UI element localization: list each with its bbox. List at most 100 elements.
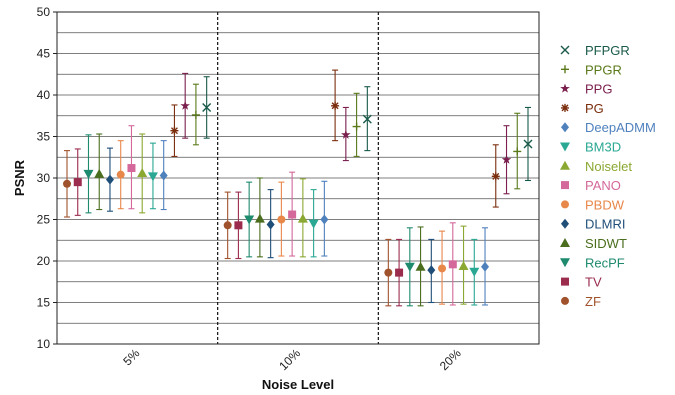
- series-recpf: [83, 134, 415, 307]
- legend-label: SIDWT: [585, 236, 627, 251]
- legend-item: PFPGR: [560, 43, 630, 58]
- grid-lines: [57, 11, 539, 345]
- data-point: [277, 215, 286, 224]
- data-point: [469, 267, 480, 277]
- data-point: [254, 213, 265, 223]
- y-tick-label: 35: [37, 130, 51, 144]
- series-deepadmm: [159, 140, 490, 306]
- data-point: [137, 168, 148, 178]
- legend-marker: [560, 238, 570, 247]
- legend-marker: [560, 83, 570, 93]
- data-point: [83, 169, 94, 179]
- legend-item: SIDWT: [560, 236, 627, 251]
- legend-label: DeepADMM: [585, 120, 656, 135]
- data-point: [362, 114, 372, 124]
- legend-marker: [560, 142, 570, 152]
- legend-item: BM3D: [560, 140, 621, 155]
- data-point: [159, 170, 168, 181]
- x-tick-label: 20%: [437, 346, 464, 373]
- data-point: [244, 215, 255, 225]
- x-axis-title: Noise Level: [262, 377, 334, 392]
- legend-label: BM3D: [585, 140, 621, 155]
- y-axis-ticks: 10 15 20 25 30 35 40 45 50: [37, 5, 57, 351]
- data-point: [147, 172, 158, 182]
- legend-label: ZF: [585, 294, 601, 309]
- y-tick-label: 50: [37, 5, 51, 19]
- data-point: [127, 164, 136, 173]
- data-point: [415, 261, 426, 271]
- data-marks: [63, 69, 533, 307]
- legend-item: RecPF: [560, 255, 625, 270]
- y-tick-label: 20: [37, 254, 51, 268]
- x-tick-label: 10%: [276, 346, 303, 373]
- y-tick-label: 40: [37, 88, 51, 102]
- data-point: [288, 210, 297, 219]
- series-zf: [63, 150, 393, 307]
- legend-label: PG: [585, 101, 604, 116]
- data-point: [191, 110, 200, 119]
- legend-item: Noiselet: [560, 159, 632, 174]
- legend-marker: [561, 218, 569, 229]
- legend-item: DLMRI: [561, 217, 625, 232]
- legend-marker: [560, 258, 570, 268]
- legend-marker: [561, 181, 569, 190]
- data-point: [180, 100, 190, 110]
- legend-item: DeepADMM: [561, 120, 656, 135]
- series-tv: [73, 148, 404, 307]
- legend: PFPGR PPGR PPG PG DeepADMM BM3D Noiselet PANO PB…: [560, 43, 656, 309]
- data-point: [63, 179, 71, 188]
- legend-item: PG: [561, 101, 604, 116]
- data-point: [308, 219, 319, 229]
- data-point: [395, 268, 404, 277]
- legend-label: PBDW: [585, 197, 625, 212]
- data-point: [448, 260, 457, 269]
- legend-item: PPG: [560, 82, 612, 97]
- series-ppgr: [191, 83, 522, 190]
- y-tick-label: 10: [37, 337, 51, 351]
- legend-marker: [561, 296, 569, 305]
- data-point: [513, 147, 522, 156]
- series-pbdw: [116, 140, 447, 305]
- data-point: [116, 170, 125, 179]
- legend-marker: [561, 200, 569, 209]
- data-point: [523, 139, 533, 149]
- data-point: [427, 265, 436, 276]
- legend-item: PBDW: [561, 197, 625, 212]
- group-separators: [217, 12, 379, 344]
- y-tick-label: 45: [37, 47, 51, 61]
- series-ppg: [180, 72, 512, 195]
- legend-item: ZF: [561, 294, 601, 309]
- x-tick-label: 5%: [120, 346, 142, 368]
- y-axis-title: PSNR: [12, 159, 27, 196]
- legend-marker: [561, 103, 569, 112]
- x-axis-ticks: 5% 10% 20%: [120, 346, 464, 373]
- data-point: [266, 219, 275, 230]
- series-sidwt: [94, 133, 426, 307]
- legend-marker: [561, 277, 569, 286]
- legend-label: RecPF: [585, 255, 625, 270]
- legend-item: PPGR: [561, 62, 622, 77]
- data-point: [320, 214, 329, 225]
- y-tick-label: 25: [37, 213, 51, 227]
- data-point: [341, 129, 351, 139]
- data-point: [481, 261, 490, 272]
- y-tick-label: 30: [37, 171, 51, 185]
- legend-marker: [561, 65, 569, 74]
- data-point: [491, 172, 500, 181]
- series-bm3d: [147, 142, 480, 306]
- data-point: [234, 221, 243, 230]
- data-point: [352, 122, 361, 131]
- data-point: [94, 168, 105, 178]
- data-point: [202, 102, 212, 112]
- series-dlmri: [105, 147, 436, 304]
- legend-label: Noiselet: [585, 159, 632, 174]
- series-noiselet: [137, 133, 469, 305]
- data-point: [170, 126, 179, 135]
- data-point: [223, 221, 232, 230]
- legend-marker: [560, 45, 570, 55]
- data-point: [404, 262, 415, 272]
- legend-item: PANO: [561, 178, 621, 193]
- legend-label: PFPGR: [585, 43, 630, 58]
- series-pfpgr: [202, 76, 533, 182]
